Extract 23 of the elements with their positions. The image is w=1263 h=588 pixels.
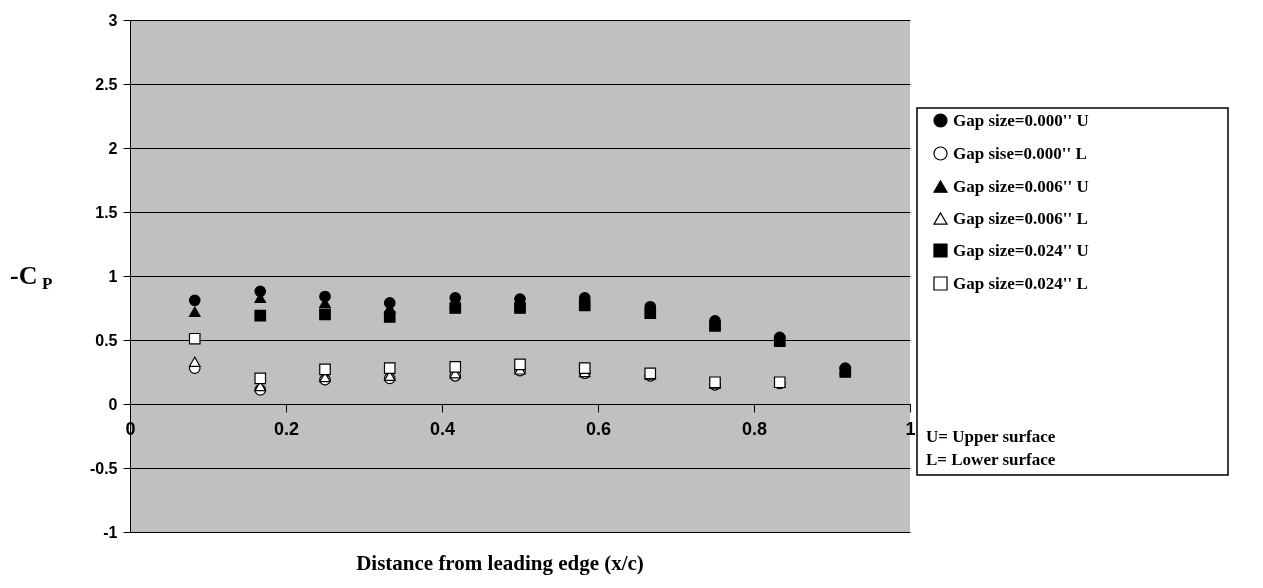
y-tick-label: 1 <box>108 267 118 285</box>
legend-label: Gap size=0.006'' U <box>953 176 1089 196</box>
legend-label: Gap size=0.024'' L <box>953 273 1088 293</box>
y-tick-label: 3 <box>108 11 118 29</box>
x-tick-label: 0.4 <box>429 418 456 439</box>
x-tick-label: 0.2 <box>273 418 300 439</box>
y-tick-label: 0.5 <box>95 331 118 349</box>
legend-label: Gap size=0.000'' U <box>953 110 1089 130</box>
text: U= Upper surface <box>926 427 1056 446</box>
y-tick-label: 2.5 <box>95 75 118 93</box>
x-tick-label: 0.6 <box>585 418 612 439</box>
legend-label: Gap size=0.006'' L <box>953 208 1088 228</box>
x-tick-label: 0.8 <box>741 418 768 439</box>
y-tick-label: -1 <box>103 523 118 541</box>
x-tick-label: 1 <box>905 418 916 439</box>
x-axis-title: Distance from leading edge (x/c) <box>356 551 644 575</box>
y-tick-label: -0.5 <box>89 459 118 477</box>
text: L= Lower surface <box>926 450 1056 469</box>
legend-label: Gap sise=0.000'' L <box>953 143 1087 163</box>
y-tick-label: 1.5 <box>95 203 118 221</box>
y-tick-label: 2 <box>108 139 118 157</box>
y-tick-label: 0 <box>108 395 118 413</box>
legend-label: Gap size=0.024'' U <box>953 240 1089 260</box>
